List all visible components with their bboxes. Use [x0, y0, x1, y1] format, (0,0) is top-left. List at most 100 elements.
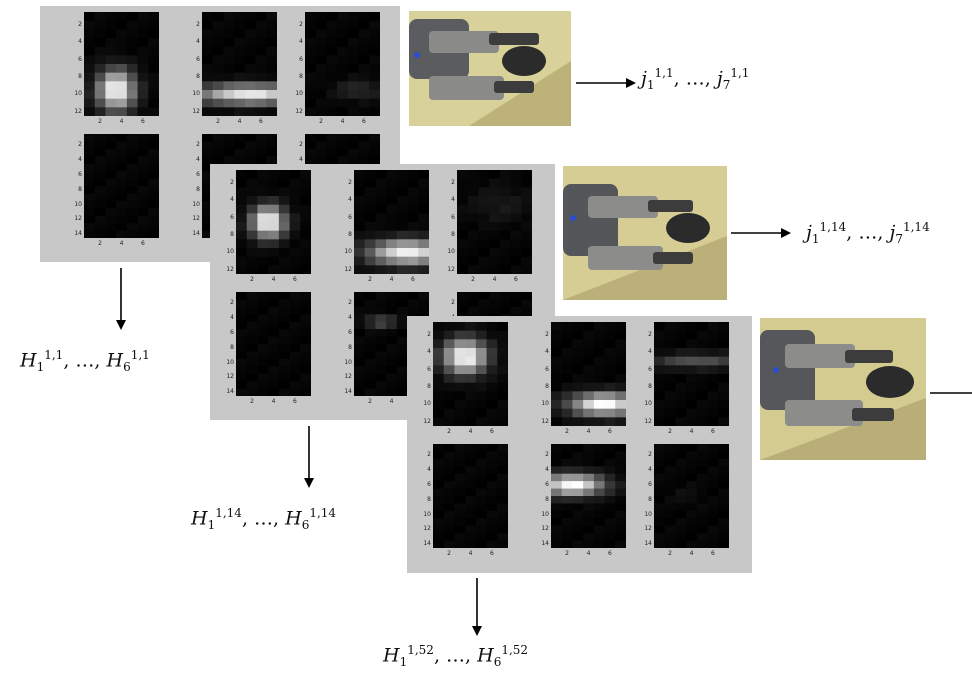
heatmap-cell — [246, 222, 258, 232]
heatmap-cell — [551, 408, 563, 418]
heatmap-cell — [148, 148, 159, 157]
heatmap-cell — [497, 481, 508, 489]
heatmap-cell — [305, 38, 317, 48]
heatmap-cell — [278, 306, 290, 315]
heatmap-cell — [105, 148, 117, 157]
heatmap-cell — [478, 292, 490, 300]
arrow-frame-14-to-sensors — [304, 426, 314, 488]
heatmap-cell — [593, 330, 605, 340]
heatmap-cell — [326, 98, 338, 108]
heatmap-cell — [454, 525, 466, 534]
arrow-frame-1-to-joints — [576, 78, 636, 88]
heatmap-cell — [664, 444, 676, 452]
heatmap-cell — [593, 348, 605, 358]
x-tick-label: 2 — [98, 240, 102, 247]
heatmap-cell — [604, 481, 616, 489]
heatmap-cell — [486, 322, 498, 332]
heatmap-cell — [337, 55, 349, 65]
heatmap-cell — [396, 329, 408, 337]
heatmap-cell — [94, 171, 106, 179]
heatmap-cell — [358, 29, 370, 39]
heatmap-cell — [305, 148, 317, 157]
heatmap-cell — [354, 344, 366, 352]
heatmap-cell — [347, 81, 359, 91]
heatmap-cell — [707, 481, 719, 489]
heatmap-cell — [148, 223, 159, 231]
heatmap-cell — [675, 400, 687, 410]
heatmap-cell — [300, 292, 311, 300]
heatmap-cell — [499, 248, 511, 258]
heatmap-cell — [289, 187, 301, 197]
heatmap-cell — [454, 365, 466, 375]
x-tick-label: 6 — [293, 276, 297, 283]
heatmap-cell — [465, 339, 477, 349]
heatmap-cell — [418, 222, 429, 232]
heatmap-cell — [212, 148, 224, 157]
heatmap-cell — [521, 292, 532, 300]
y-tick-label: 2 — [78, 21, 82, 28]
heatmap-cell — [718, 533, 729, 541]
heatmap-cell — [244, 20, 256, 30]
heatmap-cell — [268, 381, 280, 389]
heatmap-cell — [467, 222, 479, 232]
heatmap-cell — [675, 365, 687, 375]
heatmap-frame-1-sensor-2: 2 4 6 8 10 12 2 4 6 — [344, 170, 429, 283]
heatmap-cell — [615, 488, 626, 497]
heatmap-cell — [148, 90, 159, 100]
heatmap-cell — [300, 299, 311, 308]
heatmap-cell — [326, 90, 338, 100]
heatmap-cell — [255, 29, 267, 39]
heatmap-cell — [407, 170, 419, 180]
heatmap-cell — [315, 29, 327, 39]
heatmap-cell — [268, 230, 280, 240]
heatmap-cell — [561, 533, 573, 541]
heatmap-cell — [126, 46, 138, 56]
heatmap-cell — [457, 204, 469, 214]
heatmap-cell — [443, 503, 455, 512]
heatmap-cell — [223, 64, 235, 74]
heatmap-cell — [255, 20, 267, 30]
heatmap-cell — [718, 330, 729, 340]
heatmap-cell — [126, 178, 138, 187]
heatmap-cell — [475, 417, 487, 426]
y-tick-label: 2 — [427, 451, 431, 459]
y-tick-label: 14 — [74, 230, 82, 238]
heatmap-cell — [337, 12, 349, 22]
heatmap-cell — [236, 314, 248, 323]
heatmap-cell — [478, 204, 490, 214]
heatmap-cell — [604, 518, 616, 527]
heatmap-cell — [604, 330, 616, 340]
heatmap-cell — [289, 329, 301, 337]
y-tick-label: 8 — [648, 495, 652, 503]
heatmap-cell — [718, 503, 729, 512]
heatmap-cell — [364, 381, 376, 389]
heatmap-cell — [94, 38, 106, 48]
heatmap-cell — [418, 256, 429, 266]
heatmap-cell — [148, 12, 159, 22]
heatmap-cell — [467, 204, 479, 214]
heatmap-cell — [116, 223, 128, 231]
heatmap-cell — [443, 540, 455, 548]
heatmap-cell — [418, 248, 429, 258]
heatmap-cell — [94, 156, 106, 165]
heatmap-cell — [84, 90, 96, 100]
heatmap-cell — [583, 540, 595, 548]
heatmap-cell — [433, 391, 445, 401]
heatmap-cell — [84, 200, 96, 209]
heatmap-cell — [126, 230, 138, 238]
heatmap-cell — [486, 458, 498, 467]
heatmap-cell — [675, 382, 687, 392]
heatmap-cell — [396, 256, 408, 266]
heatmap-cell — [326, 38, 338, 48]
heatmap-cell — [443, 488, 455, 497]
heatmap-cell — [654, 525, 666, 534]
heatmap-cell — [433, 356, 445, 366]
heatmap-cell — [675, 496, 687, 504]
heatmap-cell — [654, 391, 666, 401]
heatmap-cell — [354, 329, 366, 337]
heatmap-cell — [583, 330, 595, 340]
heatmap-cell — [137, 90, 149, 100]
gripper-photo-frame-1 — [409, 11, 571, 126]
heatmap-cell — [212, 38, 224, 48]
heatmap-cell — [358, 20, 370, 30]
